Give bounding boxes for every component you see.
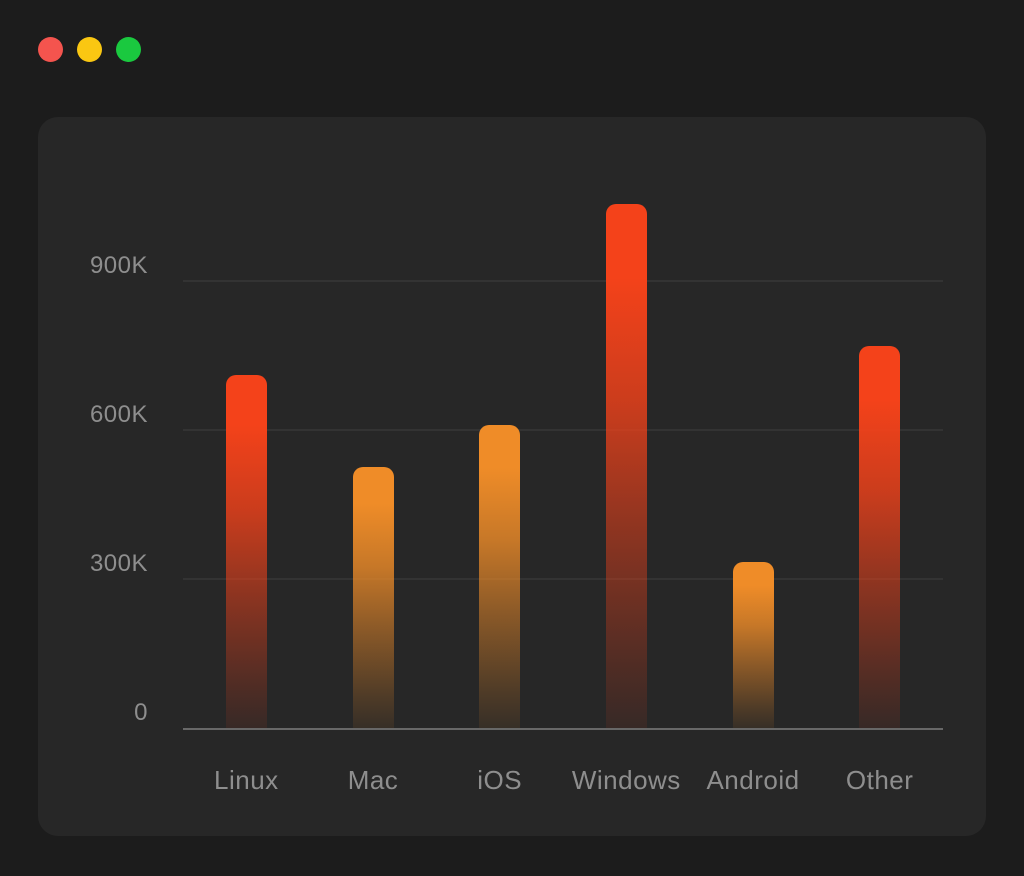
bar-mac (352, 467, 394, 728)
y-axis-tick-900K: 900K (89, 252, 148, 279)
bar-android (732, 562, 774, 728)
x-axis-line (183, 728, 943, 730)
x-axis-label-ios: iOS (477, 765, 523, 795)
bar-chart: 0 300K 600K 900K Linux Mac iOS Windows Android Ot… (38, 117, 986, 836)
x-axis-label-android: Android (706, 765, 800, 795)
close-button[interactable] (38, 37, 63, 62)
y-axis-tick-300K: 300K (89, 550, 148, 577)
bar-linux (225, 375, 267, 728)
minimize-button[interactable] (77, 37, 102, 62)
y-axis-tick-600K: 600K (89, 401, 148, 428)
bar-ios (479, 425, 521, 728)
x-axis-label-mac: Mac (347, 765, 399, 795)
y-axis-tick-0: 0 (134, 699, 148, 726)
gridline-600K (183, 429, 943, 431)
x-axis-label-linux: Linux (214, 765, 279, 795)
chart-card: 0 300K 600K 900K Linux Mac iOS Windows Android Ot… (38, 117, 986, 836)
gridline-900K (183, 280, 943, 282)
bar-other (859, 346, 901, 728)
bar-windows (605, 204, 647, 728)
zoom-button[interactable] (116, 37, 141, 62)
window-titlebar (38, 37, 141, 62)
x-axis-label-windows: Windows (571, 765, 681, 795)
x-axis-label-other: Other (845, 765, 914, 795)
gridline-300K (183, 578, 943, 580)
